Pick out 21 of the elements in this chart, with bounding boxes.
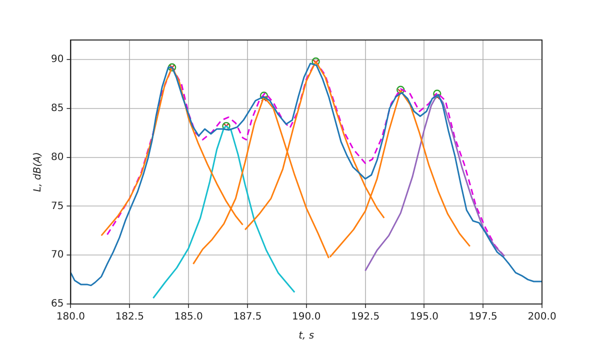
x-tick-label: 182.5 [115,312,144,323]
y-tick-label: 90 [50,54,64,66]
point [260,92,268,100]
point [433,90,442,98]
x-tick-label: 180.0 [56,312,86,323]
y-tick-label: 70 [50,250,64,261]
y-axis-title: L, dB(A) [32,152,44,192]
y-tick-label: 65 [50,298,64,310]
y-tick-label: 75 [50,200,64,212]
x-tick-label: 190.0 [292,312,321,323]
x-tick-label: 195.0 [410,312,438,323]
point [396,86,405,94]
y-tick-label: 80 [50,152,64,163]
x-tick-label: 192.5 [350,312,380,323]
x-tick-label: 187.5 [233,312,262,323]
x-tick-label: 197.5 [468,312,498,323]
point [434,94,440,100]
x-axis-title: t, s [298,330,314,342]
x-tick-label: 185.0 [174,312,203,323]
x-tick-label: 200.0 [528,312,556,323]
y-tick-label: 85 [50,103,64,114]
